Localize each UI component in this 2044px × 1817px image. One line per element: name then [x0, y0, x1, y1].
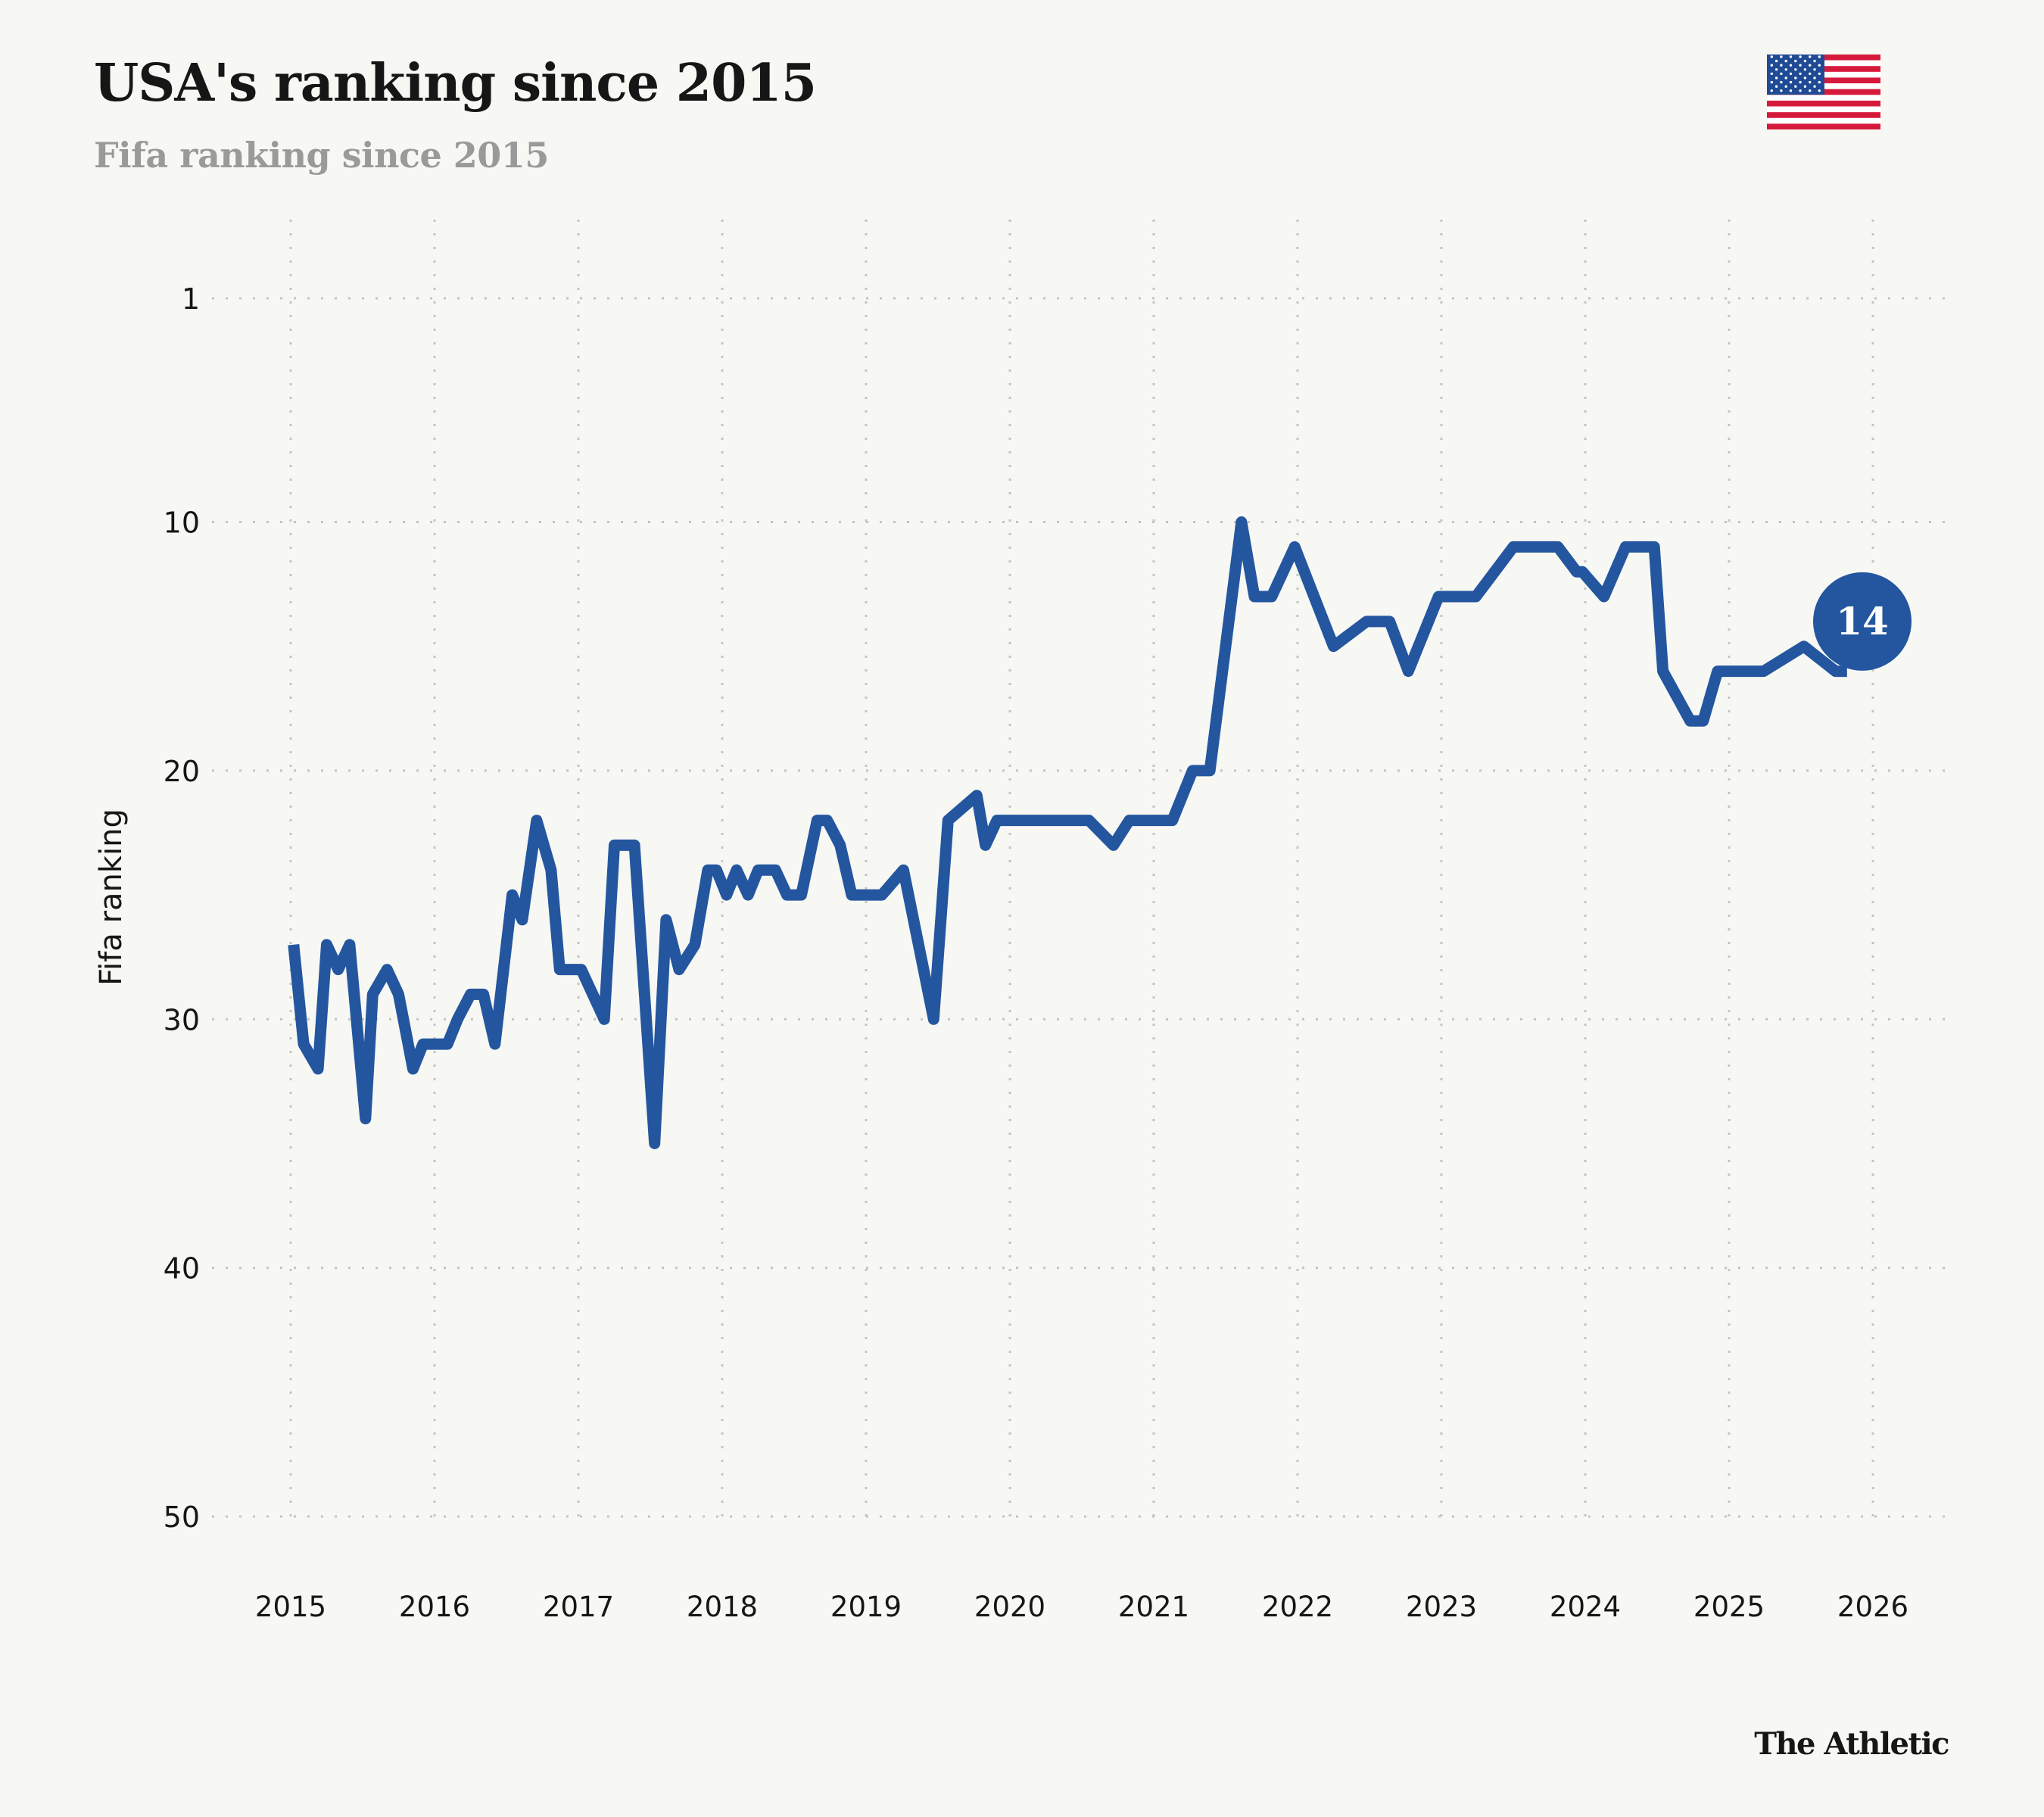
flag-star [1784, 76, 1787, 79]
flag-star [1799, 72, 1802, 76]
flag-star [1780, 72, 1783, 76]
flag-star [1789, 72, 1793, 76]
flag-stripe [1767, 106, 1880, 113]
annotations-group: 14 [1813, 572, 1912, 671]
x-tick-label: 2024 [1550, 1591, 1621, 1623]
flag-star [1818, 89, 1821, 92]
y-tick-label: 20 [164, 755, 200, 788]
x-tick-label: 2026 [1837, 1591, 1908, 1623]
y-axis-label: Fifa ranking [94, 809, 129, 986]
chart-subtitle: Fifa ranking since 2015 [94, 135, 549, 176]
flag-star [1789, 64, 1793, 67]
x-tick-label: 2015 [255, 1591, 326, 1623]
flag-stripe [1767, 123, 1880, 129]
flag-star [1809, 80, 1812, 84]
current-rank-label: 14 [1836, 599, 1889, 644]
brand-logo: The Athletic [1754, 1726, 1949, 1762]
flag-star [1803, 85, 1807, 88]
flag-star [1774, 59, 1778, 63]
flag-star [1803, 59, 1807, 63]
flag-star [1770, 64, 1773, 67]
flag-star [1780, 64, 1783, 67]
flag-star [1784, 85, 1787, 88]
flag-star [1794, 76, 1797, 79]
flag-star [1813, 76, 1816, 79]
flag-star [1789, 89, 1793, 92]
series-group [288, 516, 1847, 1149]
x-tick-label: 2017 [543, 1591, 614, 1623]
flag-star [1789, 80, 1793, 84]
flag-star [1818, 55, 1821, 58]
flag-star [1780, 80, 1783, 84]
flag-stripe [1767, 95, 1880, 101]
flag-star [1770, 80, 1773, 84]
flag-star [1794, 85, 1797, 88]
flag-star [1799, 80, 1802, 84]
flag-stripe [1767, 112, 1880, 118]
flag-star [1780, 55, 1783, 58]
y-tick-label: 50 [164, 1501, 200, 1534]
flag-star [1794, 59, 1797, 63]
x-axis-ticks: 2015 2016 2017 2018 2019 2020 2021 2022 2023 2024… [255, 1591, 1908, 1623]
flag-star [1799, 55, 1802, 58]
x-tick-label: 2019 [830, 1591, 902, 1623]
y-axis-ticks: 1 10 20 30 40 50 [164, 282, 200, 1534]
current-rank-badge [1813, 572, 1912, 671]
flag-star [1784, 59, 1787, 63]
flag-star [1809, 72, 1812, 76]
usa-flag-icon [1767, 55, 1880, 129]
flag-star [1770, 55, 1773, 58]
flag-star [1799, 89, 1802, 92]
flag-star [1789, 55, 1793, 58]
flag-star [1809, 89, 1812, 92]
x-tick-label: 2022 [1262, 1591, 1333, 1623]
flag-star [1799, 64, 1802, 67]
flag-star [1774, 68, 1778, 71]
flag-star [1818, 80, 1821, 84]
flag-star [1818, 72, 1821, 76]
flag-star [1803, 68, 1807, 71]
x-tick-label: 2018 [687, 1591, 758, 1623]
flag-star [1809, 55, 1812, 58]
flag-star [1818, 64, 1821, 67]
y-tick-label: 10 [164, 506, 200, 540]
chart-title: USA's ranking since 2015 [94, 53, 817, 114]
x-tick-label: 2021 [1118, 1591, 1189, 1623]
flag-stripe [1767, 117, 1880, 124]
flag-star [1774, 76, 1778, 79]
flag-star [1774, 85, 1778, 88]
flag-star [1794, 68, 1797, 71]
flag-star [1813, 68, 1816, 71]
flag-star [1803, 76, 1807, 79]
y-tick-label: 1 [182, 282, 200, 316]
x-tick-label: 2025 [1693, 1591, 1765, 1623]
x-tick-label: 2016 [399, 1591, 470, 1623]
flag-star [1809, 64, 1812, 67]
flag-star [1770, 89, 1773, 92]
y-tick-label: 40 [164, 1252, 200, 1286]
flag-star [1784, 68, 1787, 71]
y-tick-label: 30 [164, 1003, 200, 1036]
flag-stripe [1767, 100, 1880, 107]
x-tick-label: 2023 [1406, 1591, 1477, 1623]
flag-star [1780, 89, 1783, 92]
flag-star [1813, 85, 1816, 88]
flag-star [1813, 59, 1816, 63]
x-tick-label: 2020 [974, 1591, 1045, 1623]
flag-star [1770, 72, 1773, 76]
series-line-usa [288, 516, 1847, 1149]
grid-lines [212, 220, 1946, 1522]
